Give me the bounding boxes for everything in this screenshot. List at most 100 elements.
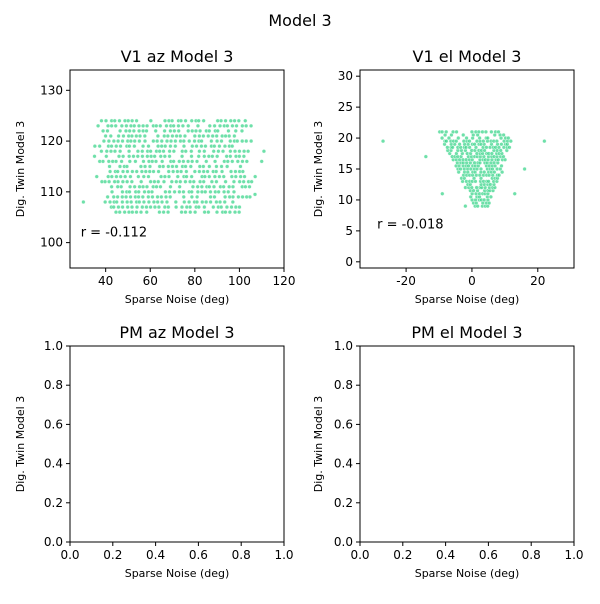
data-point (232, 118, 237, 123)
data-point (115, 184, 120, 189)
data-point (119, 159, 124, 164)
data-point (94, 174, 99, 179)
data-point (178, 118, 184, 123)
data-point (494, 139, 499, 144)
data-point (461, 132, 466, 138)
data-point (450, 129, 456, 134)
data-point (181, 189, 186, 194)
y-tick-label: 25 (338, 100, 353, 114)
data-point (175, 169, 180, 174)
data-point (500, 169, 505, 175)
data-point (240, 194, 245, 200)
data-point (137, 128, 142, 134)
data-point (221, 174, 226, 179)
data-point (183, 149, 188, 154)
chart-panel-4: PM el Model 3 0.0 0.2 0.4 0.6 0.8 1.0 0.0 0.2 0.4… (312, 323, 584, 580)
data-point (172, 189, 177, 194)
data-point (106, 159, 111, 164)
data-point (189, 174, 194, 179)
data-point (242, 149, 247, 154)
data-point (125, 199, 130, 205)
y-tick-label: 120 (40, 134, 63, 148)
data-point (156, 179, 161, 184)
data-point (148, 149, 153, 154)
data-point (200, 199, 205, 205)
data-point (249, 138, 254, 144)
x-tick-label: 0.8 (522, 548, 541, 562)
data-point (240, 138, 245, 144)
data-point (246, 149, 251, 154)
data-point (194, 199, 200, 205)
data-point (163, 194, 169, 200)
x-tick-label: 20 (530, 274, 545, 288)
data-point (132, 138, 137, 144)
data-point (171, 159, 176, 164)
data-point (184, 174, 189, 179)
data-point (217, 174, 222, 179)
data-point (193, 128, 199, 134)
y-tick-label: 130 (40, 83, 63, 97)
data-point (243, 184, 248, 189)
data-point (155, 194, 160, 200)
data-point (155, 199, 160, 205)
data-point (188, 210, 193, 215)
data-point (172, 128, 177, 134)
data-point (187, 138, 192, 144)
data-point (168, 184, 173, 189)
data-point (135, 149, 141, 154)
x-tick-label: 0.6 (189, 548, 208, 562)
data-point (189, 149, 194, 154)
data-point (131, 128, 136, 134)
data-point (116, 133, 121, 139)
data-point (439, 135, 445, 141)
y-tick-label: 1.0 (44, 339, 63, 353)
data-point (173, 144, 178, 149)
x-tick-label: 0.8 (232, 548, 251, 562)
data-point (227, 133, 232, 139)
data-point (206, 154, 211, 159)
data-point (120, 204, 125, 210)
data-point (174, 164, 179, 169)
data-point (109, 123, 114, 128)
data-point (144, 210, 149, 215)
data-point (542, 139, 547, 144)
data-point (111, 204, 116, 210)
data-point (92, 144, 97, 149)
data-point (483, 129, 489, 134)
data-point (150, 159, 155, 164)
data-point (221, 184, 226, 189)
data-point (496, 129, 501, 134)
data-point (204, 199, 209, 205)
data-point (211, 184, 217, 189)
data-point (158, 184, 163, 189)
data-point (202, 174, 207, 179)
data-point (234, 123, 239, 128)
data-point (104, 149, 109, 154)
data-point (149, 154, 154, 159)
data-point (477, 135, 482, 141)
data-point (214, 199, 219, 205)
panel-title: PM az Model 3 (119, 323, 234, 342)
data-point (232, 149, 238, 154)
data-point (189, 189, 194, 194)
x-tick-label: 1.0 (564, 548, 583, 562)
data-point (165, 133, 170, 139)
data-point (244, 138, 249, 144)
data-point (229, 174, 234, 179)
data-point (223, 118, 228, 123)
data-point (150, 194, 155, 200)
data-point (128, 194, 133, 200)
data-point (187, 199, 192, 205)
data-point (482, 169, 487, 175)
data-point (224, 154, 229, 159)
data-point (132, 144, 137, 149)
data-point (197, 149, 202, 154)
data-point (106, 138, 111, 144)
data-point (125, 169, 130, 174)
data-point (118, 128, 123, 134)
x-axis-label: Sparse Noise (deg) (415, 567, 520, 580)
y-tick-label: 15 (338, 162, 353, 176)
data-point (217, 123, 223, 128)
data-point (237, 154, 242, 159)
data-point (261, 149, 267, 154)
